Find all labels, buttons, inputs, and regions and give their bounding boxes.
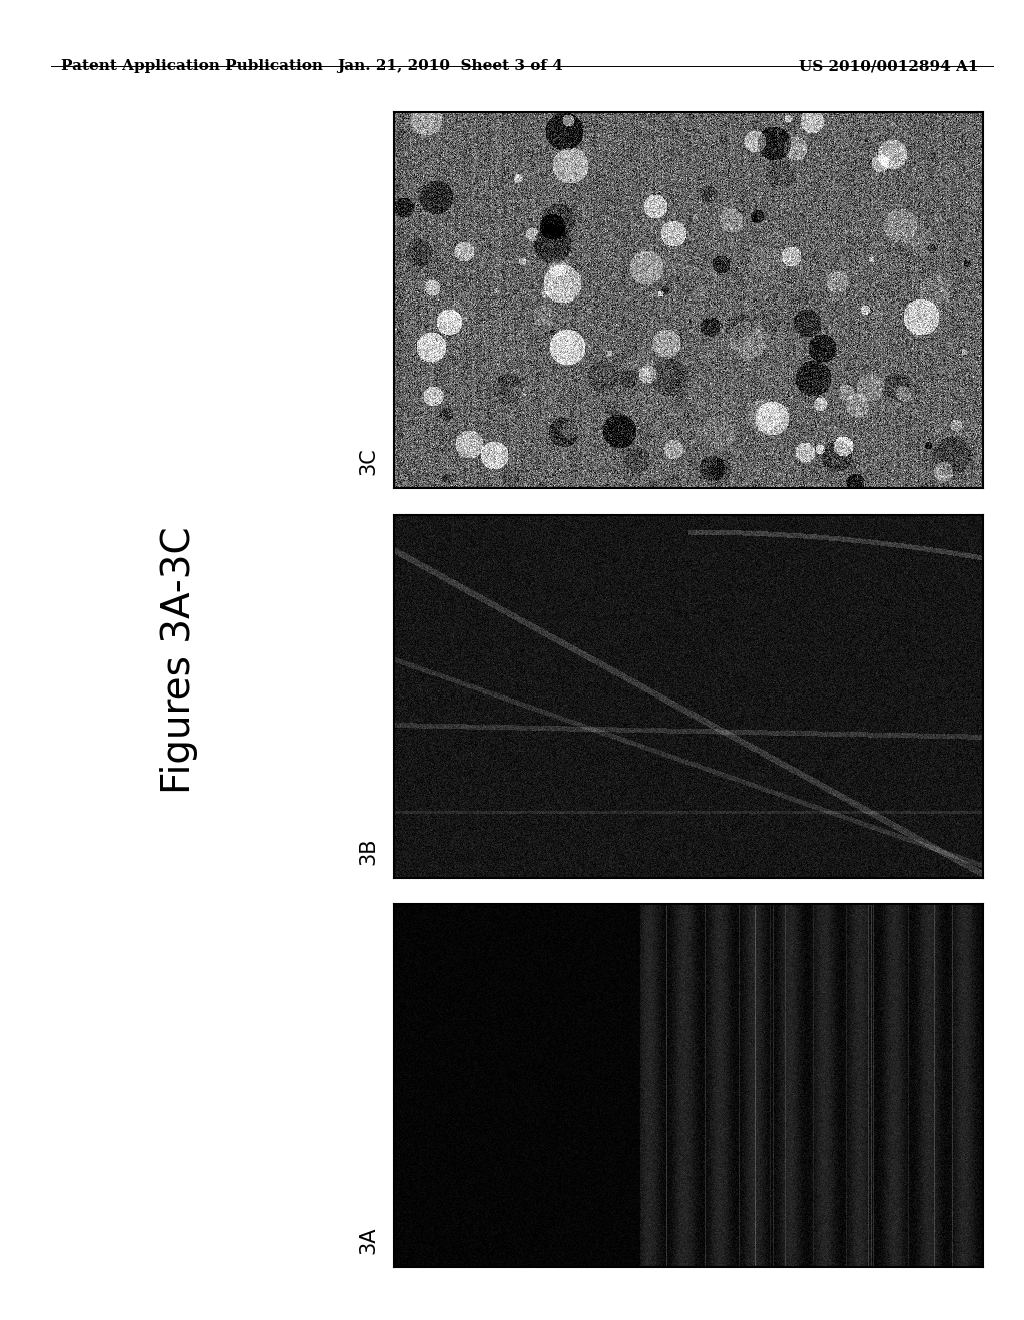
Text: Figures 3A-3C: Figures 3A-3C [160,527,199,793]
Text: Patent Application Publication: Patent Application Publication [61,59,324,74]
Text: US 2010/0012894 A1: US 2010/0012894 A1 [799,59,978,74]
Text: 3A: 3A [358,1226,379,1254]
Text: 3C: 3C [358,447,379,475]
Text: 3B: 3B [358,837,379,865]
Text: Jan. 21, 2010  Sheet 3 of 4: Jan. 21, 2010 Sheet 3 of 4 [338,59,563,74]
